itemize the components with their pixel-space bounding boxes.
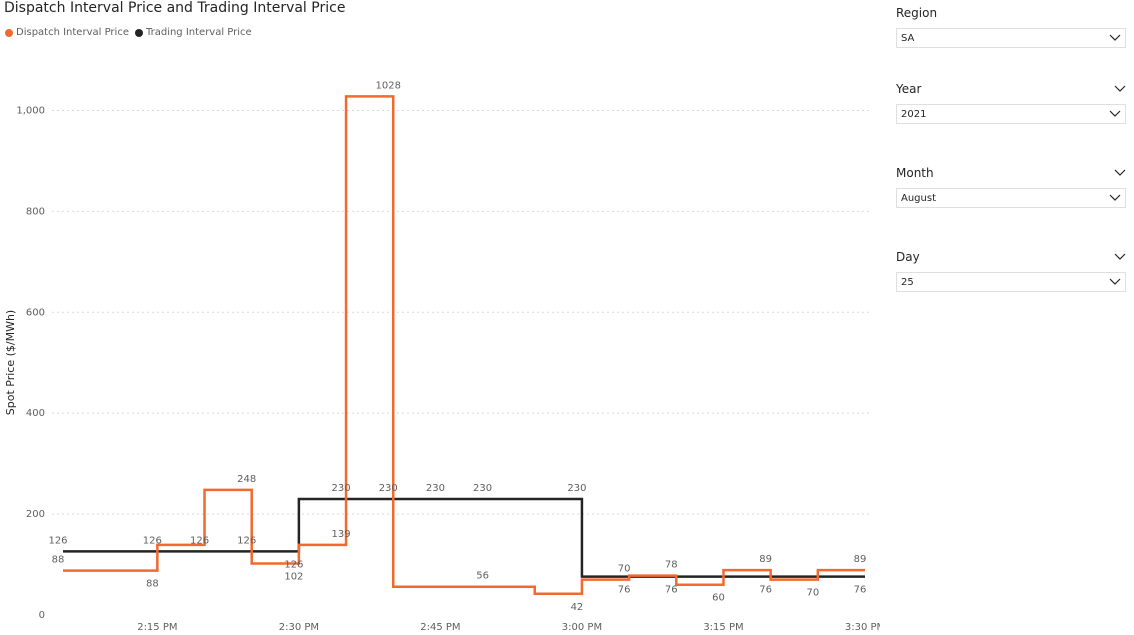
chevron-down-icon — [1109, 34, 1121, 41]
data-label-dispatch: 88 — [52, 555, 65, 566]
series-line-trading — [63, 497, 865, 578]
data-label-trading: 126 — [284, 559, 303, 570]
data-label-trading: 126 — [48, 535, 67, 546]
y-tick-label: 1,000 — [16, 105, 45, 116]
year-dropdown-value: 2021 — [901, 108, 927, 120]
month-dropdown[interactable]: August — [896, 188, 1126, 208]
y-tick-label: 600 — [26, 307, 45, 318]
data-label-trading: 76 — [759, 585, 772, 596]
legend-label-dispatch: Dispatch Interval Price — [16, 27, 129, 38]
x-tick-label: 3:00 PM — [562, 622, 602, 633]
data-label-dispatch: 102 — [284, 572, 303, 583]
year-slicer-title: Year — [896, 82, 922, 96]
region-slicer: Region SA — [896, 4, 1126, 48]
series-line-dispatch — [63, 95, 865, 596]
data-label-dispatch: 56 — [476, 571, 489, 582]
x-tick-label: 3:30 PM — [845, 622, 880, 633]
day-dropdown-value: 25 — [901, 276, 914, 288]
day-dropdown[interactable]: 25 — [896, 272, 1126, 292]
data-label-trading: 78 — [665, 560, 678, 571]
data-label-trading: 230 — [426, 483, 445, 494]
y-tick-label: 800 — [26, 206, 45, 217]
data-label-dispatch: 139 — [332, 529, 351, 540]
data-label-trading: 126 — [143, 535, 162, 546]
data-label-dispatch: 60 — [712, 593, 725, 604]
data-label-trading: 76 — [618, 585, 631, 596]
month-dropdown-value: August — [901, 192, 936, 204]
region-dropdown-value: SA — [901, 32, 915, 44]
chart-legend: Dispatch Interval Price Trading Interval… — [5, 27, 258, 38]
data-label-dispatch: 89 — [854, 554, 867, 565]
chevron-down-icon — [1109, 278, 1121, 285]
y-axis-label: Spot Price ($/MWh) — [4, 310, 17, 415]
data-label-trading: 230 — [567, 483, 586, 494]
data-label-trading: 126 — [190, 535, 209, 546]
data-label-dispatch: 88 — [146, 579, 159, 590]
y-tick-label: 200 — [26, 509, 45, 520]
x-tick-label: 2:30 PM — [279, 622, 319, 633]
year-slicer: Year 2021 — [896, 80, 1126, 124]
region-dropdown[interactable]: SA — [896, 28, 1126, 48]
day-slicer: Day 25 — [896, 248, 1126, 292]
legend-item-trading[interactable]: Trading Interval Price — [134, 27, 252, 38]
legend-label-trading: Trading Interval Price — [145, 27, 252, 38]
region-slicer-title: Region — [896, 6, 938, 20]
legend-dot-trading — [134, 28, 143, 37]
data-label-trading: 126 — [237, 535, 256, 546]
x-tick-label: 2:15 PM — [137, 622, 177, 633]
data-label-dispatch: 1028 — [376, 80, 401, 91]
chevron-down-icon[interactable] — [1114, 85, 1126, 93]
data-label-trading: 230 — [332, 483, 351, 494]
data-label-dispatch: 89 — [759, 554, 772, 565]
x-tick-label: 3:15 PM — [703, 622, 743, 633]
y-tick-label: 0 — [39, 610, 45, 621]
data-label-trading: 230 — [473, 483, 492, 494]
data-label-dispatch: 42 — [571, 602, 584, 613]
month-slicer-title: Month — [896, 166, 934, 180]
chart-title: Dispatch Interval Price and Trading Inte… — [4, 0, 346, 16]
data-label-trading: 76 — [665, 585, 678, 596]
data-label-dispatch: 248 — [237, 474, 256, 485]
year-dropdown[interactable]: 2021 — [896, 104, 1126, 124]
chevron-down-icon — [1109, 110, 1121, 117]
data-label-dispatch: 70 — [618, 564, 631, 575]
x-tick-label: 2:45 PM — [420, 622, 460, 633]
line-chart: 0 200 400 600 800 1,000 Spot Price ($/MWh) 2:15… — [4, 80, 880, 633]
legend-item-dispatch[interactable]: Dispatch Interval Price — [5, 27, 129, 38]
day-slicer-title: Day — [896, 250, 920, 264]
data-label-trading: 76 — [854, 585, 867, 596]
data-label-trading: 230 — [379, 483, 398, 494]
data-label-dispatch: 70 — [806, 588, 819, 599]
chevron-down-icon[interactable] — [1114, 169, 1126, 177]
chevron-down-icon[interactable] — [1114, 253, 1126, 261]
legend-dot-dispatch — [5, 28, 13, 37]
y-tick-label: 400 — [26, 408, 45, 419]
month-slicer: Month August — [896, 164, 1126, 208]
chevron-down-icon — [1109, 194, 1121, 201]
